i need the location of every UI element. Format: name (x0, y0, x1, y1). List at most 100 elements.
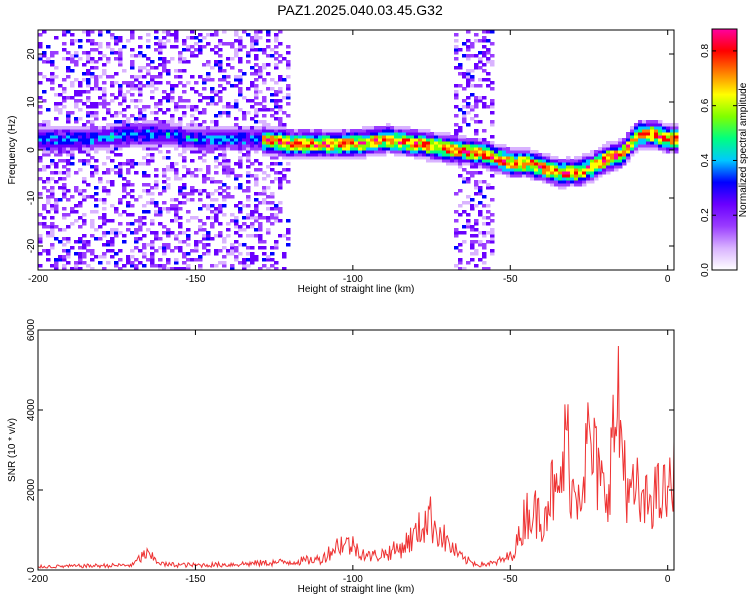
spectrogram-cell (270, 207, 275, 211)
spectrogram-cell (214, 159, 219, 163)
spectrogram-cell (482, 159, 487, 163)
spectrogram-cell (214, 171, 219, 175)
spectrogram-cell (266, 138, 271, 142)
y-tick-label: -20 (26, 238, 37, 253)
spectrogram-cell (590, 177, 595, 181)
spectrogram-cell (594, 159, 599, 163)
spectrogram-cell (254, 114, 259, 118)
spectrogram-cell (138, 219, 143, 223)
spectrogram-cell (658, 132, 663, 136)
spectrogram-cell (138, 108, 143, 112)
spectrogram-cell (438, 141, 443, 145)
spectrogram-cell (214, 198, 219, 202)
spectrogram-cell (378, 132, 383, 136)
spectrogram-cell (50, 234, 55, 238)
spectrogram-cell (422, 156, 427, 160)
spectrogram-cell (66, 141, 71, 145)
spectrogram-cell (106, 261, 111, 265)
spectrogram-cell (438, 132, 443, 136)
spectrogram-cell (218, 141, 223, 145)
spectrogram-cell (266, 141, 271, 145)
spectrogram-cell (366, 132, 371, 136)
spectrogram-cell (530, 150, 535, 154)
spectrogram-cell (254, 228, 259, 232)
spectrogram-cell (254, 48, 259, 52)
spectrogram-cell (174, 216, 179, 220)
spectrogram-cell (578, 162, 583, 166)
spectrogram-cell (38, 45, 43, 49)
spectrogram-cell (514, 147, 519, 151)
spectrogram-cell (206, 195, 211, 199)
spectrogram-cell (190, 189, 195, 193)
spectrogram-cell (286, 96, 291, 100)
spectrogram-cell (298, 150, 303, 154)
spectrogram-cell (626, 153, 631, 157)
spectrogram-cell (342, 147, 347, 151)
spectrogram-cell (114, 114, 119, 118)
spectrogram-cell (170, 123, 175, 127)
spectrogram-cell (266, 33, 271, 37)
spectrogram-cell (646, 144, 651, 148)
spectrogram-cell (422, 150, 427, 154)
spectrogram-cell (222, 135, 227, 139)
spectrogram-cell (470, 45, 475, 49)
spectrogram-cell (382, 132, 387, 136)
spectrogram-cell (214, 132, 219, 136)
spectrogram-cell (186, 144, 191, 148)
spectrogram-cell (442, 150, 447, 154)
spectrogram-cell (242, 132, 247, 136)
x-tick-label: -50 (503, 274, 518, 285)
spectrogram-cell (646, 126, 651, 130)
spectrogram-cell (86, 114, 91, 118)
spectrogram-cell (274, 246, 279, 250)
spectrogram-cell (150, 219, 155, 223)
spectrogram-cell (398, 135, 403, 139)
spectrogram-cell (502, 156, 507, 160)
spectrogram-cell (366, 150, 371, 154)
spectrogram-cell (46, 138, 51, 142)
spectrogram-cell (430, 135, 435, 139)
spectrogram-cell (418, 144, 423, 148)
spectrogram-cell (218, 60, 223, 64)
spectrogram-cell (286, 147, 291, 151)
spectrogram-cell (662, 132, 667, 136)
spectrogram-cell (658, 123, 663, 127)
spectrogram-cell (362, 138, 367, 142)
spectrogram-cell (510, 174, 515, 178)
spectrogram-cell (454, 135, 459, 139)
spectrogram-cell (158, 210, 163, 214)
spectrogram-cell (654, 144, 659, 148)
spectrogram-cell (326, 138, 331, 142)
spectrogram-cell (218, 66, 223, 70)
spectrogram-cell (206, 33, 211, 37)
spectrogram-cell (166, 138, 171, 142)
spectrogram-cell (70, 267, 75, 271)
spectrogram-cell (170, 126, 175, 130)
spectrogram-cell (230, 144, 235, 148)
spectrogram-cell (202, 222, 207, 226)
spectrogram-cell (46, 210, 51, 214)
spectrogram-cell (574, 159, 579, 163)
spectrogram-cell (94, 150, 99, 154)
spectrogram-cell (170, 33, 175, 37)
spectrogram-cell (182, 57, 187, 61)
spectrogram-cell (46, 45, 51, 49)
spectrogram-cell (238, 126, 243, 130)
spectrogram-cell (78, 258, 83, 262)
spectrogram-cell (42, 126, 47, 130)
spectrogram-cell (50, 60, 55, 64)
spectrogram-cell (82, 129, 87, 133)
spectrogram-cell (110, 93, 115, 97)
spectrogram-cell (206, 138, 211, 142)
spectrogram-cell (118, 123, 123, 127)
spectrogram-cell (102, 219, 107, 223)
spectrogram-cell (258, 138, 263, 142)
spectrogram-cell (246, 264, 251, 268)
spectrogram-cell (66, 69, 71, 73)
spectrogram-cell (422, 141, 427, 145)
spectrogram-cell (86, 240, 91, 244)
spectrogram-cell (274, 132, 279, 136)
spectrogram-cell (134, 126, 139, 130)
spectrogram-cell (250, 210, 255, 214)
spectrogram-cell (54, 180, 59, 184)
